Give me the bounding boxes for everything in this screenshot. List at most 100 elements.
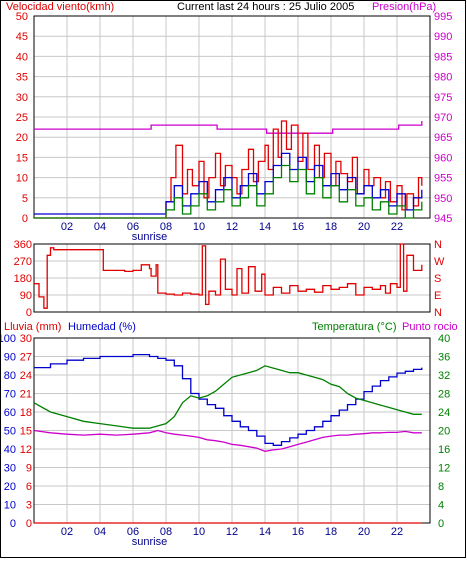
pressure-y-tick-label: 960	[434, 152, 452, 164]
humidity-y-tick-label: 70	[4, 389, 16, 401]
rain-y-tick-label: 18	[20, 407, 32, 419]
temperature-y-tick-label: 28	[438, 389, 450, 401]
x-tick-label: 02	[61, 526, 73, 538]
wind-speed-axis-title: Velocidad viento(kmh)	[6, 1, 114, 13]
gust-line	[34, 120, 423, 219]
humidity-y-tick-label: 50	[4, 426, 16, 438]
temperature-y-tick-label: 36	[438, 352, 450, 364]
rain-humidity-temp-panel: 0369121518212427300102030405060708090100…	[0, 333, 450, 548]
x-tick-label: 10	[193, 221, 205, 233]
x-tick-label: 16	[292, 526, 304, 538]
direction-line	[34, 243, 423, 309]
x-tick-label: 08	[160, 221, 172, 233]
humidity-y-tick-label: 80	[4, 370, 16, 382]
temperature-y-tick-label: 12	[438, 463, 450, 475]
wind-y-tick-label: 35	[16, 72, 28, 84]
x-tick-label: 18	[325, 221, 337, 233]
x-tick-label: 02	[61, 221, 73, 233]
x-tick-label: 14	[259, 526, 271, 538]
x-tick-label: 18	[325, 526, 337, 538]
rain-y-tick-label: 9	[26, 463, 32, 475]
x-tick-label: 20	[358, 221, 370, 233]
compass-y-tick-label: E	[434, 290, 441, 302]
temperature-y-tick-label: 20	[438, 426, 450, 438]
wind-y-tick-label: 10	[16, 173, 28, 185]
x-tick-label: 04	[94, 221, 106, 233]
rain-axis-title: Lluvia (mm)	[4, 321, 61, 333]
temperature-y-tick-label: 40	[438, 333, 450, 345]
sunrise-label: sunrise	[132, 536, 167, 548]
pressure-y-tick-label: 990	[434, 31, 452, 43]
pressure-axis-title: Presion(hPa)	[372, 1, 436, 13]
temperature-y-tick-label: 24	[438, 407, 450, 419]
direction-y-tick-label: 360	[14, 239, 32, 251]
rain-y-tick-label: 15	[20, 426, 32, 438]
humidity-line	[34, 353, 423, 446]
pressure-y-tick-label: 980	[434, 72, 452, 84]
x-tick-label: 22	[391, 526, 403, 538]
temperature-y-tick-label: 8	[438, 481, 444, 493]
wind-line	[34, 152, 423, 215]
rain-y-tick-label: 6	[26, 481, 32, 493]
pressure-y-tick-label: 985	[434, 51, 452, 63]
temperature-y-tick-label: 0	[438, 518, 444, 530]
dew-point-axis-title: Punto rocio	[402, 321, 458, 333]
humidity-y-tick-label: 90	[4, 352, 16, 364]
wind-y-tick-label: 15	[16, 152, 28, 164]
x-tick-label: 04	[94, 526, 106, 538]
humidity-y-tick-label: 20	[4, 481, 16, 493]
temperature-y-tick-label: 4	[438, 500, 444, 512]
x-tick-label: 16	[292, 221, 304, 233]
temperature-axis-title: Temperatura (°C)	[312, 321, 396, 333]
pressure-line	[34, 121, 423, 134]
direction-y-tick-label: 270	[14, 256, 32, 268]
humidity-y-tick-label: 60	[4, 407, 16, 419]
humidity-y-tick-label: 100	[0, 333, 16, 345]
humidity-axis-title: Humedad (%)	[68, 321, 136, 333]
compass-y-tick-label: S	[434, 273, 441, 285]
dew-point-line	[33, 429, 422, 452]
pressure-y-tick-label: 945	[434, 213, 452, 225]
humidity-y-tick-label: 40	[4, 444, 16, 456]
pressure-y-tick-label: 965	[434, 132, 452, 144]
temperature-line	[33, 365, 422, 429]
x-tick-label: 12	[226, 526, 238, 538]
direction-plot-frame	[33, 243, 431, 313]
rain-y-tick-label: 0	[26, 518, 32, 530]
wind-y-tick-label: 40	[16, 51, 28, 63]
wind-y-tick-label: 30	[16, 92, 28, 104]
wind-y-tick-label: 50	[16, 11, 28, 23]
wind-y-tick-label: 5	[22, 193, 28, 205]
direction-y-tick-label: 90	[20, 290, 32, 302]
wind-y-tick-label: 20	[16, 132, 28, 144]
pressure-y-tick-label: 970	[434, 112, 452, 124]
rain-y-tick-label: 24	[20, 370, 32, 382]
x-tick-label: 08	[160, 526, 172, 538]
compass-y-tick-label: N	[434, 307, 442, 319]
temperature-y-tick-label: 16	[438, 444, 450, 456]
temperature-y-tick-label: 32	[438, 370, 450, 382]
humidity-y-tick-label: 0	[10, 518, 16, 530]
wind-y-tick-label: 0	[22, 213, 28, 225]
wind-plot-frame	[33, 15, 431, 219]
humidity-y-tick-label: 10	[4, 500, 16, 512]
compass-y-tick-label: N	[434, 239, 442, 251]
x-tick-label: 06	[127, 526, 139, 538]
pressure-y-tick-label: 950	[434, 193, 452, 205]
wind-min-line	[34, 164, 423, 219]
rain-y-tick-label: 3	[26, 500, 32, 512]
x-tick-label: 22	[391, 221, 403, 233]
rain-y-tick-label: 21	[20, 389, 32, 401]
x-tick-label: 12	[226, 221, 238, 233]
direction-y-tick-label: 180	[14, 273, 32, 285]
rain-y-tick-label: 30	[20, 333, 32, 345]
sunrise-label: sunrise	[132, 231, 167, 243]
compass-y-tick-label: W	[434, 256, 445, 268]
pressure-y-tick-label: 975	[434, 92, 452, 104]
pressure-y-tick-label: 995	[434, 11, 452, 23]
x-tick-label: 06	[127, 221, 139, 233]
